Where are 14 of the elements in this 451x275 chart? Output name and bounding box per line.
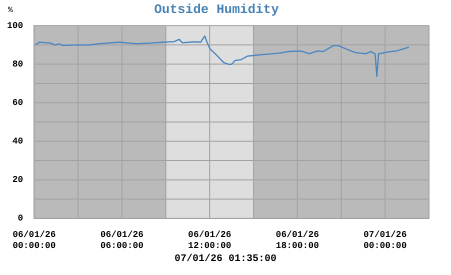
x-tick-label: 07/01/26 00:00:00	[364, 230, 407, 251]
chart-title: Outside Humidity	[154, 2, 280, 18]
y-tick-label: 100	[7, 20, 24, 31]
x-tick-label: 06/01/26 18:00:00	[276, 230, 320, 251]
y-tick-label: 80	[12, 59, 24, 70]
y-tick-label: 0	[18, 214, 24, 224]
x-tick-label: 06/01/26 12:00:00	[188, 230, 232, 251]
text: 07/01/26 01:35:00	[173, 254, 278, 265]
y-tick-label: 60	[12, 98, 24, 108]
x-tick-label: 06/01/26 06:00:00	[100, 230, 144, 251]
y-tick-label: 20	[12, 175, 24, 186]
x-tick-label: 06/01/26 00:00:00	[12, 230, 56, 251]
y-tick-label: 40	[12, 136, 24, 147]
y-axis-title: %	[8, 6, 13, 15]
